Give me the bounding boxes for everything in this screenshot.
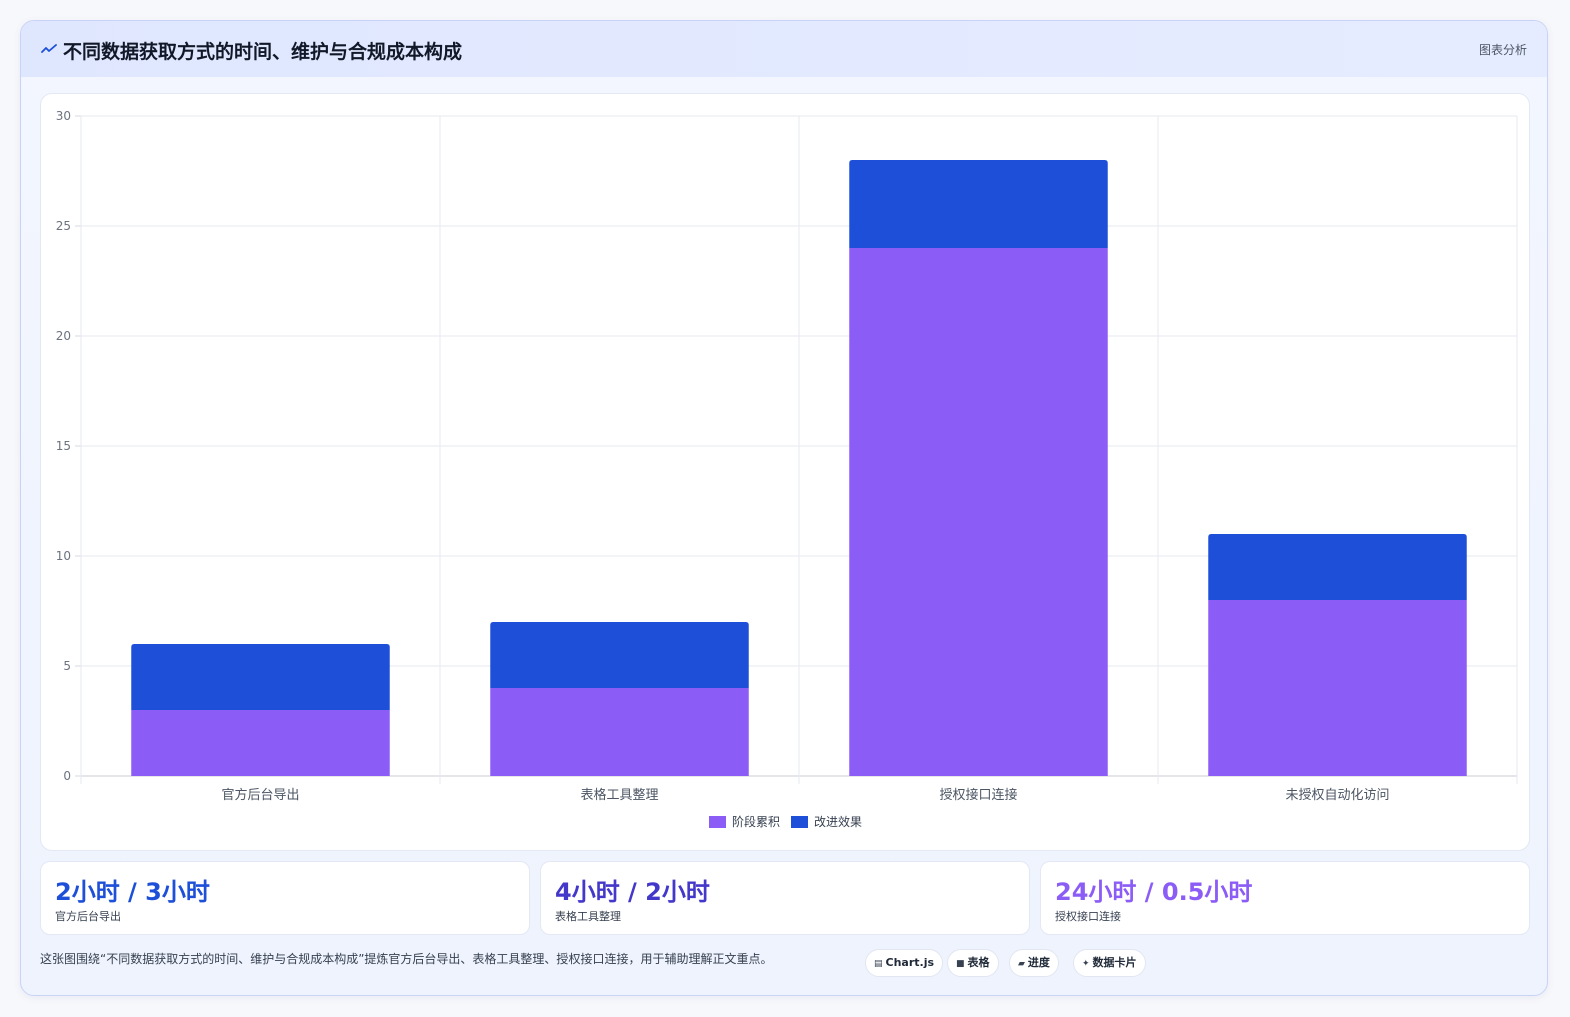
bar-segment-2 — [131, 644, 390, 710]
footer-note: 这张图围绕“不同数据获取方式的时间、维护与合规成本构成”提炼官方后台导出、表格工… — [40, 952, 773, 966]
stat-card-2: 4小时 / 2小时 表格工具整理 — [540, 861, 1030, 935]
bar-segment-1 — [490, 688, 749, 776]
legend-label: 阶段累积 — [732, 814, 780, 829]
legend-swatch — [791, 816, 808, 828]
x-tick-label: 授权接口连接 — [939, 787, 1017, 803]
stat-card-1: 2小时 / 3小时 官方后台导出 — [40, 861, 530, 935]
bar-segment-2 — [1208, 534, 1467, 600]
chip-chartjs[interactable]: ▤ Chart.js — [865, 949, 944, 977]
stat-label: 表格工具整理 — [555, 910, 621, 923]
chart-panel: 不同数据获取方式的时间、维护与合规成本构成 图表分析 0 5 10 15 20 25 30 官… — [20, 20, 1548, 996]
chip-label: 进度 — [1027, 956, 1050, 969]
bar-segment-1 — [1208, 600, 1467, 776]
x-tick-label: 官方后台导出 — [221, 787, 299, 803]
y-tick-label: 0 — [63, 769, 71, 783]
chip-data-card[interactable]: ✦ 数据卡片 — [1073, 949, 1146, 977]
stat-label: 授权接口连接 — [1055, 910, 1121, 923]
y-tick-label: 5 — [63, 659, 71, 673]
x-tick-label: 未授权自动化访问 — [1285, 787, 1389, 803]
chip-label: 数据卡片 — [1092, 956, 1137, 969]
chart-icon: ▤ — [874, 959, 883, 969]
chip-label: 表格 — [967, 956, 990, 969]
sparkle-icon: ✦ — [1082, 959, 1090, 969]
stat-cards: 2小时 / 3小时 官方后台导出 4小时 / 2小时 表格工具整理 24小时 /… — [40, 861, 1530, 935]
chart-line-icon — [41, 44, 57, 53]
chip-progress[interactable]: ▰ 进度 — [1009, 949, 1059, 977]
page-title: 不同数据获取方式的时间、维护与合规成本构成 — [63, 41, 463, 63]
progress-icon: ▰ — [1018, 959, 1025, 969]
stat-value: 24小时 / 0.5小时 — [1055, 878, 1253, 906]
bar-segment-1 — [131, 710, 390, 776]
stat-label: 官方后台导出 — [55, 910, 121, 923]
bar-segment-2 — [490, 622, 749, 688]
table-icon: ■ — [956, 959, 965, 969]
y-tick-label: 15 — [56, 439, 71, 453]
chart-card: 0 5 10 15 20 25 30 官方后台导出 表格工具整理 授权接口连接 未授权自动化访问阶段… — [40, 93, 1530, 851]
stat-card-3: 24小时 / 0.5小时 授权接口连接 — [1040, 861, 1530, 935]
legend-swatch — [709, 816, 726, 828]
chip-table[interactable]: ■ 表格 — [947, 949, 999, 977]
panel-header: 不同数据获取方式的时间、维护与合规成本构成 图表分析 — [21, 21, 1547, 77]
x-tick-label: 表格工具整理 — [580, 787, 658, 803]
chip-label: Chart.js — [885, 956, 935, 969]
legend-label: 改进效果 — [814, 814, 862, 829]
y-tick-label: 25 — [56, 219, 71, 233]
stat-value: 4小时 / 2小时 — [555, 878, 710, 906]
chart-analysis-tag: 图表分析 — [1478, 43, 1527, 57]
y-tick-label: 20 — [56, 329, 71, 343]
bar-segment-1 — [849, 248, 1108, 776]
stacked-bar-chart: 0 5 10 15 20 25 30 官方后台导出 表格工具整理 授权接口连接 未授权自动化访问阶段… — [56, 109, 1518, 829]
y-tick-label: 10 — [56, 549, 71, 563]
bar-segment-2 — [849, 160, 1108, 248]
stat-value: 2小时 / 3小时 — [55, 878, 210, 906]
y-tick-label: 30 — [56, 109, 71, 123]
